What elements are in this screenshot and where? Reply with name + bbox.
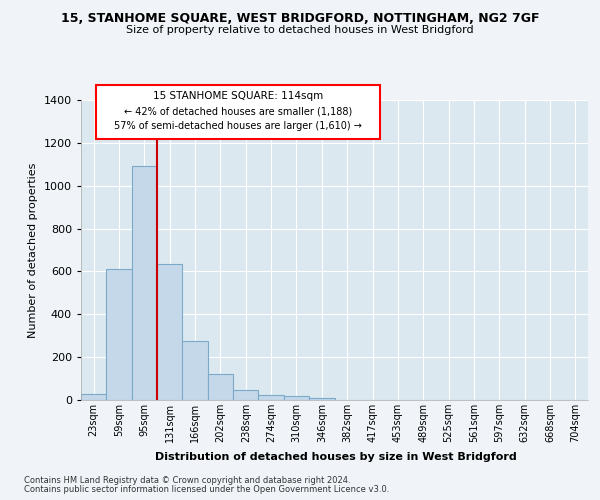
- Bar: [157, 264, 182, 400]
- Bar: [259, 396, 284, 400]
- Bar: [284, 396, 309, 400]
- Text: Contains public sector information licensed under the Open Government Licence v3: Contains public sector information licen…: [24, 485, 389, 494]
- Bar: [309, 398, 335, 400]
- Text: Distribution of detached houses by size in West Bridgford: Distribution of detached houses by size …: [155, 452, 517, 462]
- Text: Contains HM Land Registry data © Crown copyright and database right 2024.: Contains HM Land Registry data © Crown c…: [24, 476, 350, 485]
- Bar: [81, 394, 106, 400]
- Text: 15, STANHOME SQUARE, WEST BRIDGFORD, NOTTINGHAM, NG2 7GF: 15, STANHOME SQUARE, WEST BRIDGFORD, NOT…: [61, 12, 539, 26]
- Bar: [106, 270, 132, 400]
- Text: 15 STANHOME SQUARE: 114sqm: 15 STANHOME SQUARE: 114sqm: [153, 91, 323, 101]
- Bar: [208, 374, 233, 400]
- Bar: [132, 166, 157, 400]
- Text: ← 42% of detached houses are smaller (1,188): ← 42% of detached houses are smaller (1,…: [124, 106, 352, 116]
- Y-axis label: Number of detached properties: Number of detached properties: [28, 162, 38, 338]
- FancyBboxPatch shape: [96, 85, 380, 139]
- Bar: [182, 341, 208, 400]
- Bar: [233, 390, 259, 400]
- Text: Size of property relative to detached houses in West Bridgford: Size of property relative to detached ho…: [126, 25, 474, 35]
- Text: 57% of semi-detached houses are larger (1,610) →: 57% of semi-detached houses are larger (…: [114, 121, 362, 131]
